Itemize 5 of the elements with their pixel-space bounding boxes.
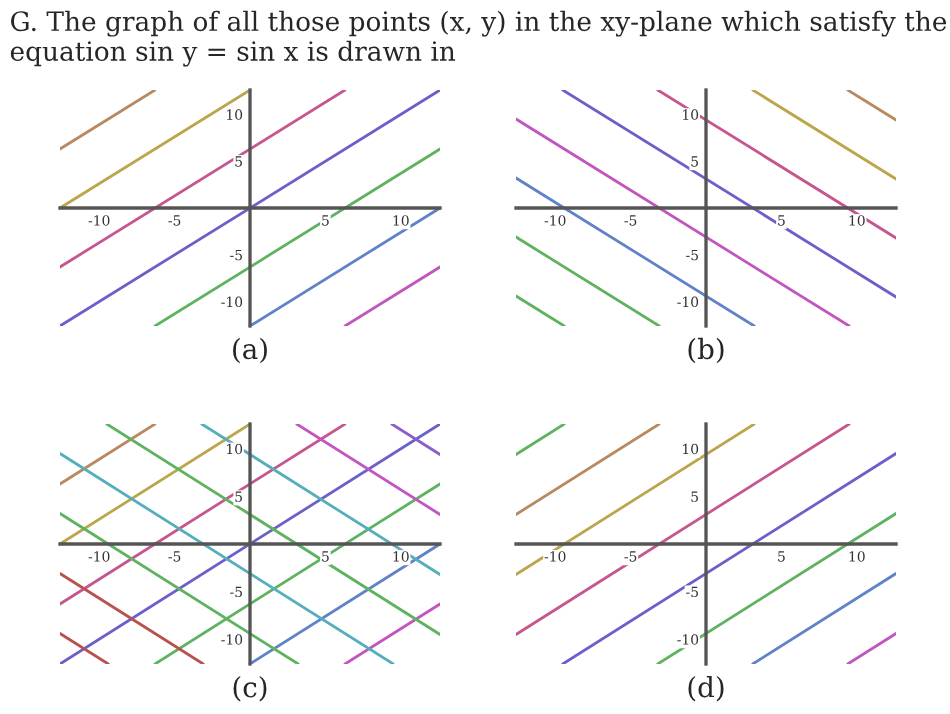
x-axis-title: (b) [688, 337, 724, 364]
text: G. The graph of all those points (x, y) in the xy-plane which satisfy the equation sin y = sin x is drawn in [10, 10, 947, 67]
x-axis-title: (c) [233, 676, 267, 702]
x-axis-title: (d) [688, 676, 724, 702]
x-axis-title: (a) [233, 337, 267, 364]
